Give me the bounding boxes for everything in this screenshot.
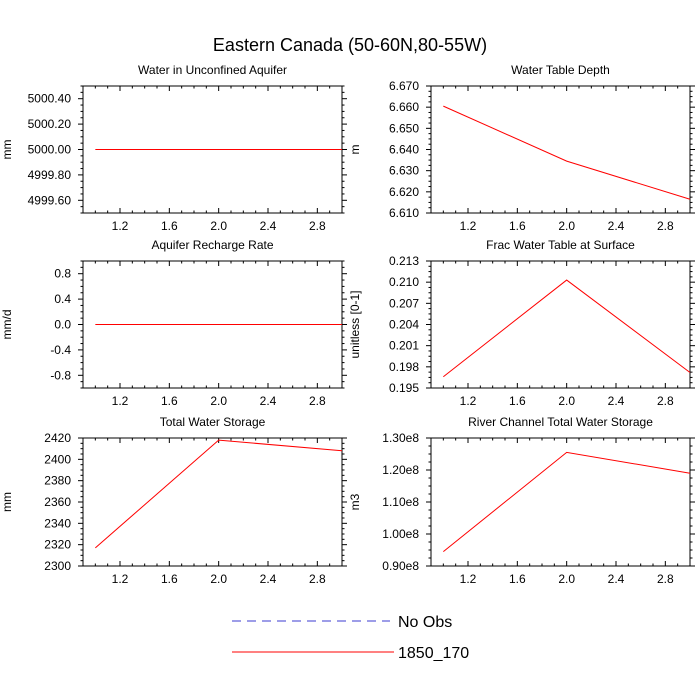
panel-1: Water in Unconfined Aquifer mm 1.2 1.6 2.0 2.… xyxy=(0,63,347,233)
y-axis-label: mm/d xyxy=(0,310,14,340)
x-tick-label: 2.4 xyxy=(608,572,625,586)
x-tick-label: 2.8 xyxy=(657,394,674,408)
panel-title: Aquifer Recharge Rate xyxy=(151,238,273,252)
x-tick-label: 1.6 xyxy=(161,572,178,586)
x-tick-label: 2.8 xyxy=(657,219,674,233)
x-tick-label: 1.6 xyxy=(509,394,526,408)
y-tick-label: 0.0 xyxy=(54,318,71,332)
figure-title: Eastern Canada (50-60N,80-55W) xyxy=(213,35,487,55)
x-tick-label: 2.4 xyxy=(260,219,277,233)
panel-6: River Channel Total Water Storage m3 1.2 1.… xyxy=(348,415,695,586)
series-line-1850_170 xyxy=(443,105,691,200)
y-tick-label: 2380 xyxy=(44,474,71,488)
panel-frame xyxy=(430,260,691,389)
y-axis-label: m3 xyxy=(348,493,362,510)
panel-3: Aquifer Recharge Rate mm/d 1.2 1.6 2.0 2.4 2.8… xyxy=(0,238,347,408)
x-tick-label: 1.6 xyxy=(509,572,526,586)
y-tick-label: 2400 xyxy=(44,452,71,466)
x-tick-label: 1.2 xyxy=(112,394,129,408)
y-tick-label: 2320 xyxy=(44,538,71,552)
y-tick-label: 2360 xyxy=(44,495,71,509)
x-tick-label: 2.8 xyxy=(309,219,326,233)
series-line-1850_170 xyxy=(95,439,343,549)
series-line-1850_170 xyxy=(443,279,691,378)
y-tick-label: 6.660 xyxy=(389,100,419,114)
y-tick-label: 0.210 xyxy=(389,275,419,289)
x-tick-label: 2.4 xyxy=(608,219,625,233)
x-tick-label: 2.4 xyxy=(608,394,625,408)
y-axis-label: unitless [0-1] xyxy=(348,290,362,358)
y-tick-label: 4999.60 xyxy=(28,193,72,207)
x-tick-label: 1.6 xyxy=(161,219,178,233)
y-tick-label: 1.20e8 xyxy=(382,463,419,477)
y-tick-label: 0.195 xyxy=(389,381,419,395)
panel-4: Frac Water Table at Surface unitless [0-1… xyxy=(348,238,695,408)
x-tick-label: 2.8 xyxy=(309,394,326,408)
y-tick-label: 6.620 xyxy=(389,185,419,199)
x-tick-label: 1.6 xyxy=(509,219,526,233)
y-axis-label: m xyxy=(348,145,362,155)
legend: No Obs 1850_170 xyxy=(232,614,469,662)
x-tick-label: 2.0 xyxy=(558,219,575,233)
y-tick-label: -0.4 xyxy=(50,343,71,357)
y-tick-label: 0.90e8 xyxy=(382,559,419,573)
x-tick-label: 1.2 xyxy=(112,572,129,586)
y-tick-label: 6.640 xyxy=(389,143,419,157)
x-tick-label: 2.0 xyxy=(210,394,227,408)
y-axis-label: mm xyxy=(0,492,14,512)
y-tick-label: 0.204 xyxy=(389,318,419,332)
legend-model-label: 1850_170 xyxy=(398,645,469,662)
y-tick-label: 6.650 xyxy=(389,121,419,135)
x-tick-label: 2.0 xyxy=(210,219,227,233)
y-tick-label: 0.8 xyxy=(54,267,71,281)
y-tick-label: 2340 xyxy=(44,516,71,530)
y-tick-label: 2420 xyxy=(44,431,71,445)
y-tick-label: 0.4 xyxy=(54,292,71,306)
y-tick-label: 0.207 xyxy=(389,296,419,310)
panel-title: Water Table Depth xyxy=(511,63,610,77)
panel-5: Total Water Storage mm 1.2 1.6 2.0 2.4 2.8 2300… xyxy=(0,415,347,586)
panel-frame xyxy=(430,85,691,214)
x-tick-label: 2.0 xyxy=(558,572,575,586)
x-tick-label: 2.8 xyxy=(657,572,674,586)
x-tick-label: 2.0 xyxy=(210,572,227,586)
y-tick-label: 4999.80 xyxy=(28,168,72,182)
x-tick-label: 1.2 xyxy=(112,219,129,233)
y-tick-label: 1.10e8 xyxy=(382,495,419,509)
x-tick-label: 2.8 xyxy=(309,572,326,586)
y-tick-label: 2300 xyxy=(44,559,71,573)
y-tick-label: 6.610 xyxy=(389,206,419,220)
y-tick-label: 0.201 xyxy=(389,339,419,353)
y-tick-label: 0.213 xyxy=(389,254,419,268)
y-tick-label: 0.198 xyxy=(389,360,419,374)
panels: Water in Unconfined Aquifer mm 1.2 1.6 2.0 2.… xyxy=(0,63,695,586)
x-tick-label: 1.2 xyxy=(460,219,477,233)
panel-2: Water Table Depth m 1.2 1.6 2.0 2.4 2.8 6.610 6.… xyxy=(348,63,695,233)
y-tick-label: 6.630 xyxy=(389,164,419,178)
y-tick-label: 1.30e8 xyxy=(382,431,419,445)
panel-title: Total Water Storage xyxy=(160,415,266,429)
y-tick-label: 5000.20 xyxy=(28,117,72,131)
y-tick-label: 5000.00 xyxy=(28,143,72,157)
series-line-1850_170 xyxy=(443,451,691,552)
panel-title: River Channel Total Water Storage xyxy=(468,415,653,429)
x-tick-label: 2.4 xyxy=(260,572,277,586)
y-tick-label: 5000.40 xyxy=(28,92,72,106)
x-tick-label: 2.0 xyxy=(558,394,575,408)
panel-title: Water in Unconfined Aquifer xyxy=(138,63,287,77)
x-tick-label: 2.4 xyxy=(260,394,277,408)
panel-frame xyxy=(82,437,343,567)
y-tick-label: 1.00e8 xyxy=(382,527,419,541)
x-tick-label: 1.2 xyxy=(460,394,477,408)
y-tick-label: -0.8 xyxy=(50,368,71,382)
x-tick-label: 1.2 xyxy=(460,572,477,586)
y-axis-label: mm xyxy=(0,140,14,160)
y-tick-label: 6.670 xyxy=(389,79,419,93)
legend-obs-label: No Obs xyxy=(398,614,452,631)
x-tick-label: 1.6 xyxy=(161,394,178,408)
panel-title: Frac Water Table at Surface xyxy=(486,238,635,252)
